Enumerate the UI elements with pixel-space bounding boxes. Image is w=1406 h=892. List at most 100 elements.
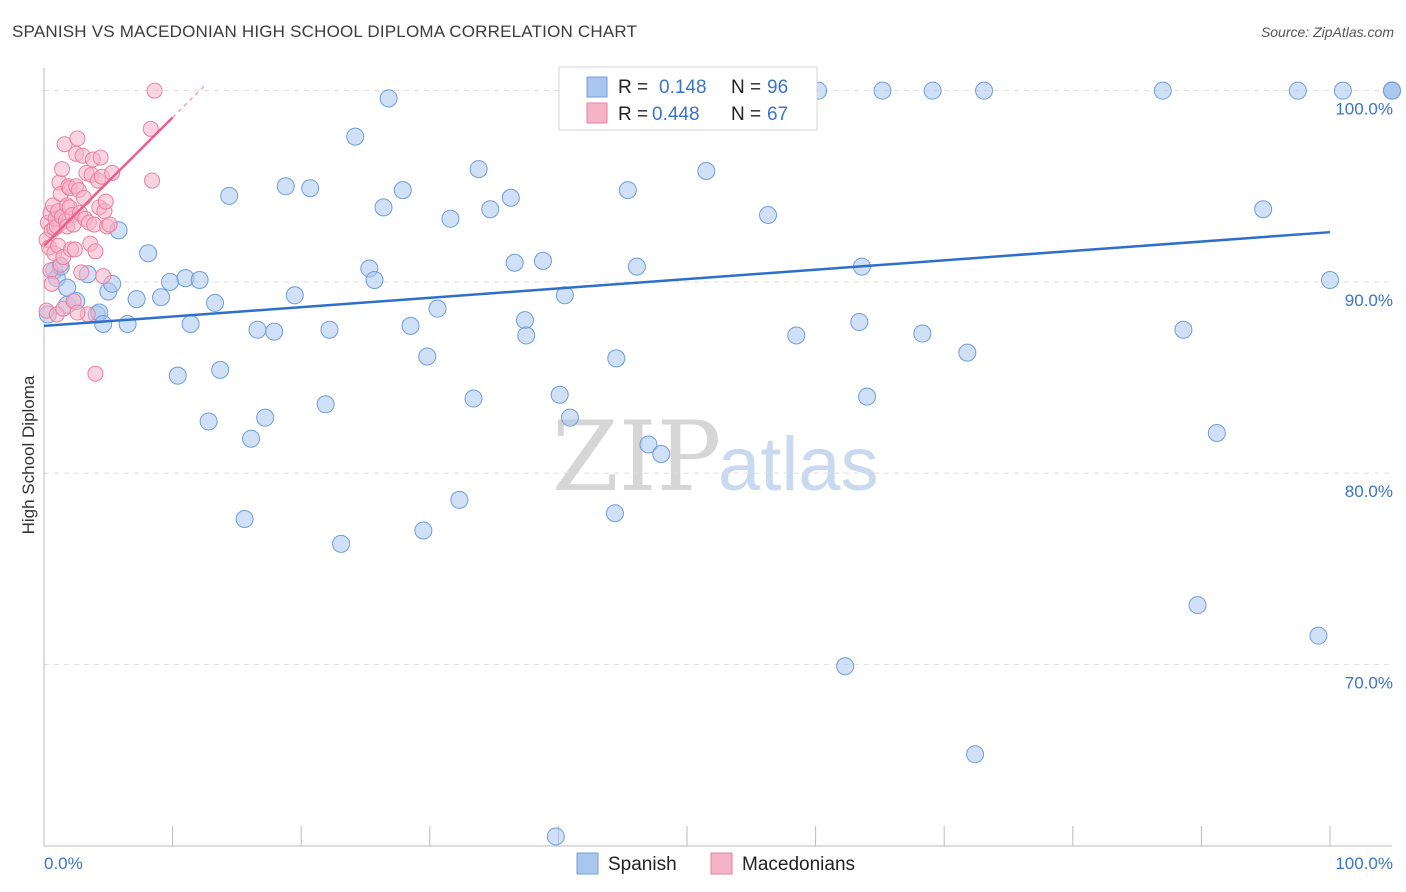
legend-n-label-macedonians: N = bbox=[731, 104, 761, 125]
stats-legend: R = 0.148 N = 96 R = 0.448 N = 67 bbox=[558, 66, 818, 131]
spanish-point bbox=[639, 435, 658, 454]
spanish-point bbox=[365, 270, 384, 289]
spanish-point bbox=[450, 490, 469, 509]
spanish-point bbox=[787, 326, 806, 345]
gridlines bbox=[44, 90, 1392, 665]
spanish-point bbox=[958, 343, 977, 362]
legend-r-label-macedonians: R = bbox=[618, 104, 648, 125]
spanish-point bbox=[697, 161, 716, 180]
spanish-point bbox=[139, 244, 158, 263]
macedonian-point bbox=[92, 149, 109, 166]
spanish-point bbox=[759, 205, 778, 224]
spanish-point bbox=[1254, 200, 1273, 219]
spanish-point bbox=[199, 412, 218, 431]
spanish-point bbox=[873, 81, 892, 100]
spanish-point bbox=[627, 257, 646, 276]
spanish-point bbox=[1188, 596, 1207, 615]
x-tick-label-end: 100.0% bbox=[1335, 854, 1393, 873]
y-tick-label-100: 100.0% bbox=[1335, 100, 1393, 119]
macedonian-point bbox=[54, 161, 71, 178]
macedonian-point bbox=[104, 164, 121, 181]
spanish-point bbox=[560, 408, 579, 427]
y-tick-label-70: 70.0% bbox=[1345, 673, 1393, 692]
spanish-point bbox=[533, 251, 552, 270]
spanish-point bbox=[505, 253, 524, 272]
watermark-zip: ZIP bbox=[552, 401, 721, 513]
spanish-point bbox=[301, 179, 320, 198]
spanish-point bbox=[1153, 81, 1172, 100]
spanish-point bbox=[481, 200, 500, 219]
spanish-point bbox=[346, 127, 365, 146]
spanish-point bbox=[618, 181, 637, 200]
spanish-point bbox=[913, 324, 932, 343]
spanish-point bbox=[393, 181, 412, 200]
spanish-point bbox=[515, 311, 534, 330]
macedonian-point bbox=[43, 275, 60, 292]
spanish-point bbox=[379, 89, 398, 108]
spanish-point bbox=[858, 387, 877, 406]
macedonian-point bbox=[87, 365, 104, 382]
spanish-point bbox=[652, 445, 671, 463]
spanish-point bbox=[414, 521, 433, 540]
spanish-point bbox=[464, 389, 483, 408]
y-tick-label-90: 90.0% bbox=[1345, 291, 1393, 310]
macedonian-point bbox=[66, 241, 83, 258]
macedonian-point bbox=[73, 264, 90, 281]
spanish-point bbox=[1321, 270, 1339, 289]
watermark: ZIP atlas bbox=[552, 401, 879, 513]
spanish-point bbox=[161, 272, 180, 291]
spanish-point bbox=[168, 366, 187, 385]
spanish-point bbox=[428, 299, 447, 318]
macedonian-point bbox=[146, 82, 163, 99]
macedonian-point bbox=[87, 243, 104, 260]
spanish-point bbox=[220, 186, 239, 205]
spanish-point bbox=[1309, 626, 1328, 645]
spanish-point bbox=[923, 81, 942, 100]
spanish-point bbox=[605, 504, 624, 523]
spanish-point bbox=[248, 320, 267, 339]
spanish-point bbox=[265, 322, 284, 341]
spanish-point bbox=[401, 316, 420, 335]
spanish-point bbox=[975, 81, 994, 100]
spanish-point bbox=[152, 288, 171, 307]
source-label: Source: ZipAtlas.com bbox=[1260, 24, 1394, 40]
spanish-point bbox=[374, 198, 393, 217]
series-macedonians bbox=[38, 82, 163, 382]
spanish-point bbox=[206, 293, 225, 312]
trend-line-macedonians bbox=[43, 116, 174, 247]
trend-line-spanish bbox=[43, 230, 1331, 328]
spanish-point bbox=[966, 745, 985, 764]
macedonian-point bbox=[75, 189, 92, 206]
bottom-legend-label-macedonians: Macedonians bbox=[742, 854, 855, 875]
spanish-point bbox=[546, 827, 565, 846]
tick-labels: 100.0% 90.0% 80.0% 70.0% 0.0% 100.0% bbox=[44, 100, 1393, 873]
trend-lines bbox=[43, 84, 1331, 328]
spanish-point bbox=[501, 188, 520, 207]
macedonian-point bbox=[95, 268, 112, 285]
spanish-point bbox=[1333, 81, 1352, 100]
legend-r-label-spanish: R = bbox=[618, 77, 648, 98]
bottom-legend-label-spanish: Spanish bbox=[608, 854, 677, 875]
macedonian-point bbox=[97, 193, 114, 210]
spanish-point bbox=[127, 290, 146, 309]
legend-n-value-spanish: 96 bbox=[767, 77, 788, 98]
bottom-legend-swatch-macedonians bbox=[710, 852, 733, 875]
legend-r-value-spanish: 0.148 bbox=[659, 77, 707, 98]
spanish-point bbox=[418, 347, 437, 366]
spanish-point bbox=[836, 657, 855, 676]
spanish-point bbox=[256, 408, 275, 427]
spanish-point bbox=[94, 314, 113, 333]
spanish-point bbox=[1174, 320, 1193, 339]
spanish-point bbox=[332, 534, 351, 553]
legend-n-label-spanish: N = bbox=[731, 77, 761, 98]
legend-swatch-spanish bbox=[586, 76, 608, 98]
spanish-point bbox=[1288, 81, 1307, 100]
spanish-point bbox=[441, 209, 460, 228]
spanish-point bbox=[235, 510, 254, 529]
watermark-atlas: atlas bbox=[718, 422, 879, 507]
macedonian-point bbox=[142, 120, 159, 137]
series-legend: Spanish Macedonians bbox=[576, 852, 855, 875]
y-axis-label: High School Diploma bbox=[19, 375, 38, 534]
macedonian-point bbox=[69, 304, 86, 321]
